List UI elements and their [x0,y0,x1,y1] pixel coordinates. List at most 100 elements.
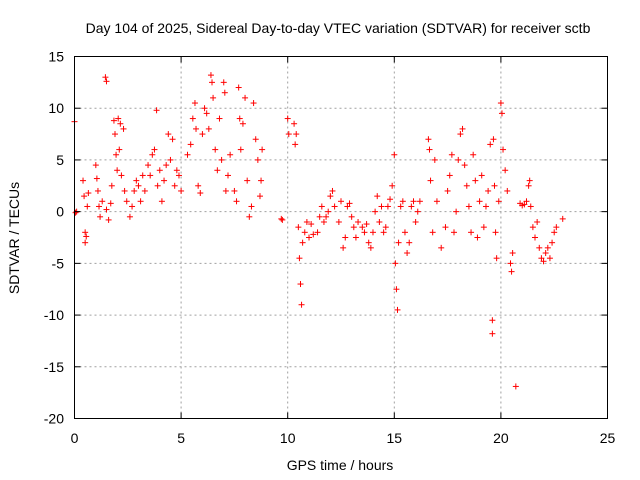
data-point-marker [256,193,263,200]
data-point-marker [532,234,539,241]
data-point-marker [306,234,313,241]
data-point-marker [389,182,396,189]
y-tick-label: -15 [44,359,64,375]
data-point-marker [96,203,103,210]
data-point-marker [363,221,370,228]
data-point-marker [193,125,200,132]
data-point-marker [316,213,323,220]
data-point-marker [498,110,505,117]
data-point-marker [470,151,477,158]
data-point-marker [491,182,498,189]
data-point-marker [429,229,436,236]
data-point-marker [116,146,123,153]
plot-frame [74,56,608,419]
y-tick-label: 0 [56,204,64,220]
data-point-marker [149,151,156,158]
data-point-marker [92,162,99,169]
data-point-marker [448,151,455,158]
data-point-marker [259,146,266,153]
data-point-marker [151,146,158,153]
data-point-marker [534,218,541,225]
y-tick-label: -5 [52,255,65,271]
data-point-marker [212,146,219,153]
data-point-marker [478,172,485,179]
data-point-marker [220,79,227,86]
data-point-marker [527,203,534,210]
data-point-marker [472,177,479,184]
data-point-marker [169,136,176,143]
data-point-marker [525,182,532,189]
x-tick-label: 0 [71,430,79,446]
data-point-marker [482,203,489,210]
data-point-marker [310,231,317,238]
data-point-marker [99,198,106,205]
data-point-marker [369,229,376,236]
chart-title: Day 104 of 2025, Sidereal Day-to-day VTE… [86,20,591,36]
data-point-marker [406,239,413,246]
data-point-marker [444,187,451,194]
data-point-marker [201,105,208,112]
data-point-marker [500,146,507,153]
data-point-marker [248,203,255,210]
data-point-marker [296,255,303,262]
data-point-marker [457,131,464,138]
data-point-marker [242,94,249,101]
data-point-marker [497,100,504,107]
data-point-marker [297,281,304,288]
data-point-marker [382,224,389,231]
data-point-marker [299,239,306,246]
data-point-marker [367,244,374,251]
grid-lines [74,56,608,419]
data-markers [71,72,566,390]
data-point-marker [392,260,399,267]
data-point-marker [141,187,148,194]
data-point-marker [427,177,434,184]
data-point-marker [314,229,321,236]
data-point-marker [84,203,91,210]
data-point-marker [107,200,114,207]
data-point-marker [376,218,383,225]
data-point-marker [72,209,79,216]
x-tick-label: 25 [600,430,616,446]
data-point-marker [284,115,291,122]
data-point-marker [549,239,556,246]
data-point-marker [325,208,332,215]
data-point-marker [161,177,168,184]
data-point-marker [391,151,398,158]
data-point-marker [490,136,497,143]
data-point-marker [205,125,212,132]
data-point-marker [114,167,121,174]
data-point-marker [167,156,174,163]
data-point-marker [291,120,298,127]
data-point-marker [365,239,372,246]
data-point-marker [461,162,468,169]
data-point-marker [191,100,198,107]
data-point-marker [250,100,257,107]
y-tick-label: 10 [48,100,64,116]
data-point-marker [189,115,196,122]
data-point-marker [209,79,216,86]
data-point-marker [131,187,138,194]
data-point-marker [184,151,191,158]
data-point-marker [378,203,385,210]
data-point-marker [126,213,133,220]
data-point-marker [546,255,553,262]
data-point-marker [350,224,357,231]
data-point-marker [285,131,292,138]
data-point-marker [380,229,387,236]
x-tick-label: 10 [280,430,296,446]
data-point-marker [278,215,285,222]
x-axis-label: GPS time / hours [287,457,394,473]
data-point-marker [171,182,178,189]
data-point-marker [342,234,349,241]
data-point-marker [121,187,128,194]
data-point-marker [523,198,530,205]
data-point-marker [225,172,232,179]
data-point-marker [485,187,492,194]
data-point-marker [147,172,154,179]
data-point-marker [199,131,206,138]
data-point-marker [338,198,344,205]
data-point-marker [113,151,120,158]
data-point-marker [480,224,487,231]
data-point-marker [82,229,89,236]
